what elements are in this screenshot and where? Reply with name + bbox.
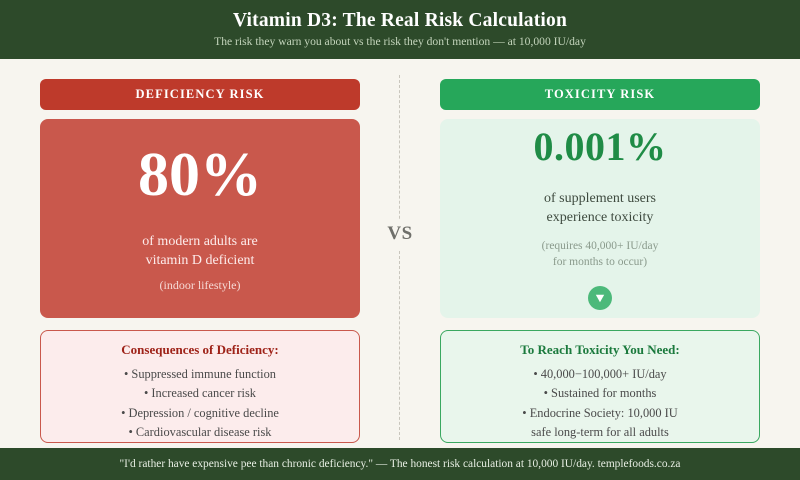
deficiency-consequences-title: Consequences of Deficiency: [121,342,279,357]
list-item: safe long-term for all adults [531,425,669,440]
vs-label: VS [380,219,420,249]
toxicity-requirements-title: To Reach Toxicity You Need: [520,342,680,357]
toxicity-stat-card: 0.001% of supplement users experience to… [440,119,760,318]
footer-text: "I'd rather have expensive pee than chro… [119,457,681,470]
deficiency-consequences-box: Consequences of Deficiency: • Suppressed… [40,330,360,443]
triangle-down-icon [595,294,605,303]
deficiency-consequences-list: • Suppressed immune function • Increased… [51,365,349,443]
toxicity-panel-header: TOXICITY RISK [440,79,760,110]
list-item: • Depression / cognitive decline [121,405,279,420]
list-item: • Suppressed immune function [124,366,276,381]
toxicity-badge [588,286,612,311]
page-header: Vitamin D3: The Real Risk Calculation Th… [0,0,800,59]
toxicity-note-line1: (requires 40,000+ IU/day [541,240,659,253]
deficiency-panel-header: DEFICIENCY RISK [40,79,360,110]
page-footer: "I'd rather have expensive pee than chro… [0,448,800,480]
toxicity-big-number: 0.001% [533,123,667,169]
deficiency-description-line2: vitamin D deficient [145,253,255,269]
deficiency-big-number: 80% [138,141,262,210]
page-title: Vitamin D3: The Real Risk Calculation [232,9,568,31]
list-item: • Endocrine Society: 10,000 IU [522,405,678,420]
vs-divider-line [399,75,401,440]
deficiency-description: of modern adults are vitamin D deficient [142,232,257,271]
page-subtitle: The risk they warn you about vs the risk… [214,35,586,49]
toxicity-description-line2: experience toxicity [546,209,654,225]
deficiency-note: (indoor lifestyle) [159,277,241,292]
toxicity-note-line2: for months to occur) [552,255,648,268]
comparison-area: DEFICIENCY RISK 80% of modern adults are… [0,59,800,448]
toxicity-description-line1: of supplement users [544,190,656,206]
list-item: • 40,000−100,000+ IU/day [533,366,667,381]
deficiency-panel-header-label: DEFICIENCY RISK [135,87,265,101]
toxicity-note: (requires 40,000+ IU/day for months to o… [542,239,659,270]
toxicity-panel-header-label: TOXICITY RISK [544,87,656,101]
deficiency-stat-card: 80% of modern adults are vitamin D defic… [40,119,360,318]
deficiency-panel: DEFICIENCY RISK 80% of modern adults are… [40,79,360,318]
list-item: • Cardiovascular disease risk [128,425,272,440]
toxicity-panel: TOXICITY RISK 0.001% of supplement users… [440,79,760,318]
deficiency-description-line1: of modern adults are [142,234,258,250]
list-item: • Sustained for months [543,386,657,401]
toxicity-description: of supplement users experience toxicity [544,189,656,228]
toxicity-requirements-box: To Reach Toxicity You Need: • 40,000−100… [440,330,760,443]
list-item: • Increased cancer risk [144,386,256,401]
toxicity-requirements-list: • 40,000−100,000+ IU/day • Sustained for… [451,365,749,443]
